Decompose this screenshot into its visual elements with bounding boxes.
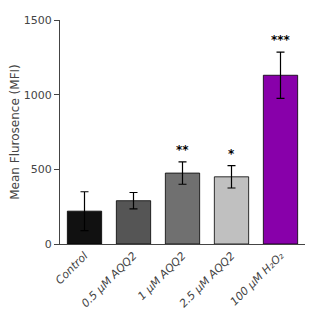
svg-text:2.5 μM AQQ2: 2.5 μM AQQ2 <box>177 250 238 311</box>
svg-text:500: 500 <box>31 163 52 176</box>
svg-text:Control: Control <box>53 250 90 287</box>
svg-text:1500: 1500 <box>24 14 52 27</box>
svg-text:1000: 1000 <box>24 89 52 102</box>
svg-text:Mean Flurosence (MFI): Mean Flurosence (MFI) <box>8 64 22 200</box>
svg-text:100 μM H₂O₂: 100 μM H₂O₂ <box>228 249 287 308</box>
svg-text:***: *** <box>271 33 291 47</box>
svg-text:*: * <box>228 147 235 161</box>
svg-text:**: ** <box>176 143 189 157</box>
svg-text:1 μM AQQ2: 1 μM AQQ2 <box>135 250 188 303</box>
svg-text:0: 0 <box>45 238 52 251</box>
svg-text:0.5 μM AQQ2: 0.5 μM AQQ2 <box>79 250 140 311</box>
